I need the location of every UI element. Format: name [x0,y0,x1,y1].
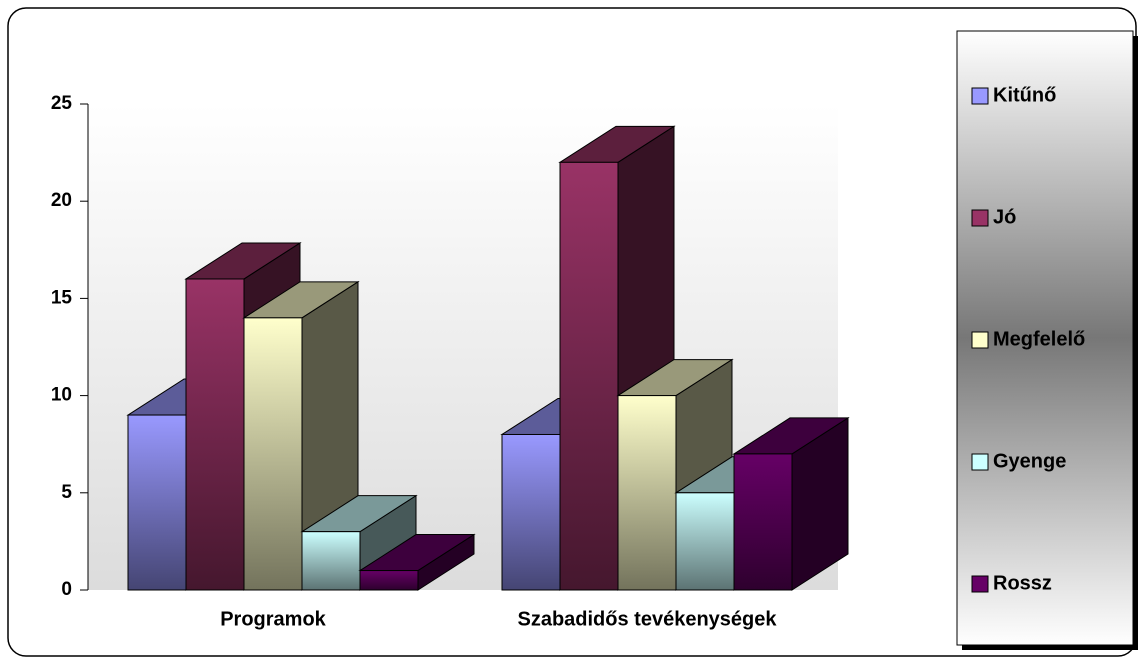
legend-swatch [971,575,989,593]
legend-label: Jó [993,206,1016,228]
bar-front [243,317,303,591]
bar [358,533,476,591]
y-tick-label: 20 [51,190,72,211]
legend-swatch [971,331,989,349]
legend-label: Kitűnő [993,84,1056,106]
y-tick-label: 15 [51,287,73,308]
bar [242,280,360,591]
y-tick-label: 5 [61,482,72,503]
bar-front [501,433,561,591]
x-tick-label: Szabadidős tevékenységek [517,608,777,630]
bar [732,417,850,591]
bar-front [617,395,677,591]
legend-swatch [971,87,989,105]
bar-front [185,278,245,591]
legend-label: Megfelelő [993,328,1085,350]
bar-front [301,531,361,591]
y-tick-label: 10 [51,385,72,406]
bar-front [559,161,619,591]
y-tick-label: 25 [51,93,73,114]
legend-swatch [971,453,989,471]
bar-front [359,570,419,591]
bar-front [733,453,793,591]
bar-front [675,492,735,591]
y-tick-label: 0 [61,579,72,600]
legend-swatch [971,209,989,227]
bar-front [127,414,187,591]
legend-label: Gyenge [993,450,1066,472]
x-tick-label: Programok [220,608,326,630]
legend-label: Rossz [993,572,1052,594]
legend [956,30,1134,646]
